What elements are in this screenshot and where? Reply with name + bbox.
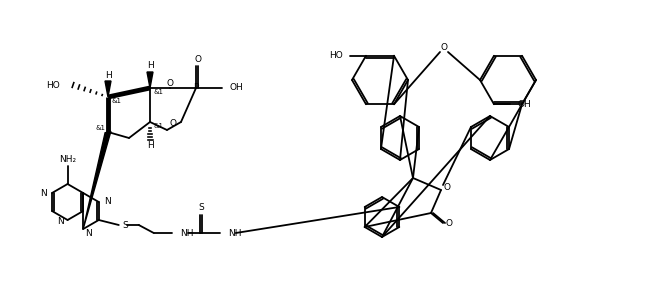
Text: N: N xyxy=(104,197,111,206)
Text: N: N xyxy=(41,188,47,197)
Text: N: N xyxy=(57,218,63,226)
Polygon shape xyxy=(147,72,153,88)
Text: HO: HO xyxy=(46,80,60,89)
Text: NH: NH xyxy=(228,228,241,237)
Polygon shape xyxy=(105,81,111,97)
Text: O: O xyxy=(167,79,173,88)
Text: &1: &1 xyxy=(95,125,105,131)
Text: H: H xyxy=(146,61,154,70)
Text: HO: HO xyxy=(329,51,343,60)
Text: &1: &1 xyxy=(153,89,163,95)
Text: P: P xyxy=(194,83,199,92)
Text: O: O xyxy=(441,44,447,52)
Text: OH: OH xyxy=(229,83,243,92)
Text: H: H xyxy=(105,70,111,79)
Text: &1: &1 xyxy=(153,123,163,129)
Text: H: H xyxy=(146,141,154,150)
Text: O: O xyxy=(445,219,453,228)
Text: S: S xyxy=(123,221,129,229)
Text: OH: OH xyxy=(517,100,531,109)
Text: NH: NH xyxy=(180,228,194,237)
Polygon shape xyxy=(83,131,111,229)
Text: S: S xyxy=(198,203,203,213)
Text: &1: &1 xyxy=(111,98,121,104)
Text: O: O xyxy=(194,54,201,64)
Text: NH₂: NH₂ xyxy=(59,154,76,163)
Text: N: N xyxy=(85,228,92,237)
Text: O: O xyxy=(169,119,177,129)
Text: O: O xyxy=(443,184,451,193)
